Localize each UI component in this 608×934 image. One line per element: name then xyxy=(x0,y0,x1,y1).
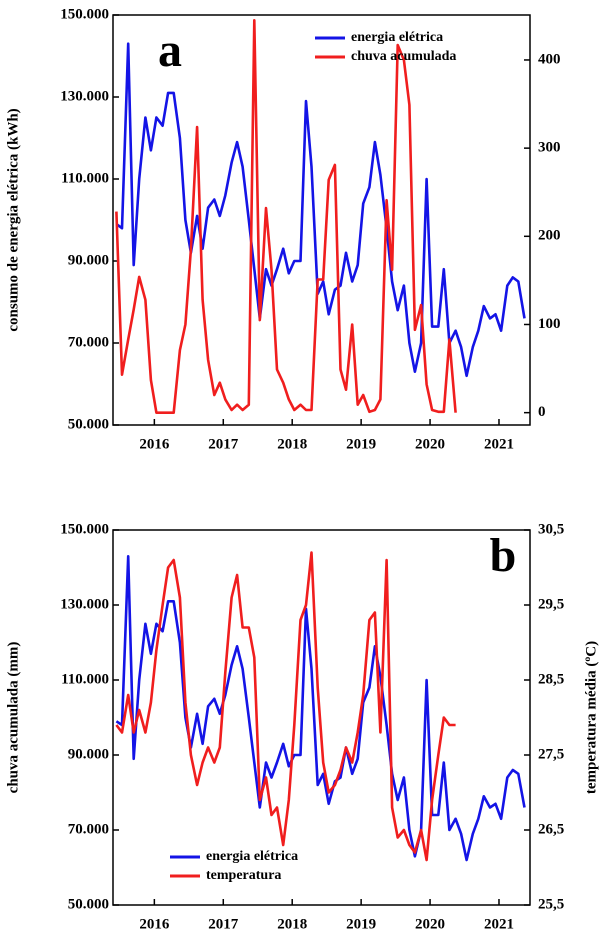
y-tick-label: 130.000 xyxy=(60,596,109,612)
y2-tick-label: 29,5 xyxy=(538,596,564,612)
x-tick-label: 2017 xyxy=(208,916,239,932)
y2-tick-label: 27,5 xyxy=(538,746,564,762)
plot-frame xyxy=(112,529,531,906)
x-tick-label: 2019 xyxy=(346,916,376,932)
y2-tick-label: 400 xyxy=(538,51,561,67)
y2-tick-label: 25,5 xyxy=(538,896,564,912)
x-tick-label: 2020 xyxy=(415,916,445,932)
y-tick-label: 130.000 xyxy=(60,88,109,104)
x-tick-label: 2020 xyxy=(415,436,445,452)
legend-label: energia elétrica xyxy=(351,30,443,45)
y2-axis-label: temperatura média (ºC) xyxy=(583,641,599,794)
data-line xyxy=(115,551,456,862)
y2-tick-label: 0 xyxy=(538,404,546,420)
panel-label: b xyxy=(490,529,517,582)
y2-tick-label: 200 xyxy=(538,228,561,244)
y-tick-label: 150.000 xyxy=(60,521,109,537)
x-tick-label: 2018 xyxy=(277,916,307,932)
y-tick-label: 50.000 xyxy=(68,896,109,912)
data-line xyxy=(115,42,526,378)
x-tick-label: 2021 xyxy=(484,436,514,452)
x-tick-label: 2018 xyxy=(277,436,307,452)
y-tick-label: 110.000 xyxy=(61,671,109,687)
y2-tick-label: 100 xyxy=(538,316,561,332)
y-tick-label: 110.000 xyxy=(61,170,109,186)
x-tick-label: 2019 xyxy=(346,436,376,452)
y-tick-label: 70.000 xyxy=(68,334,109,350)
y-tick-label: 90.000 xyxy=(68,746,109,762)
legend-label: energia elétrica xyxy=(206,849,298,864)
y2-tick-label: 30,5 xyxy=(538,521,564,537)
data-line xyxy=(115,19,457,414)
panel-label: a xyxy=(158,24,182,77)
x-tick-label: 2021 xyxy=(484,916,514,932)
y-tick-label: 150.000 xyxy=(60,6,109,22)
legend-label: chuva acumulada xyxy=(351,49,456,64)
y-axis-label: chuva acumulada (mm) xyxy=(5,642,21,794)
plot-frame xyxy=(112,14,531,426)
y-tick-label: 50.000 xyxy=(68,416,109,432)
y2-tick-label: 26,5 xyxy=(538,821,564,837)
legend-label: temperatura xyxy=(206,868,281,883)
y-tick-label: 70.000 xyxy=(68,821,109,837)
y-tick-label: 90.000 xyxy=(68,252,109,268)
x-tick-label: 2016 xyxy=(139,436,170,452)
x-tick-label: 2016 xyxy=(139,916,170,932)
y2-tick-label: 300 xyxy=(538,140,561,156)
x-tick-label: 2017 xyxy=(208,436,239,452)
y-axis-label: consumo de energia elétrica (kWh) xyxy=(5,108,21,331)
y2-tick-label: 28,5 xyxy=(538,671,564,687)
